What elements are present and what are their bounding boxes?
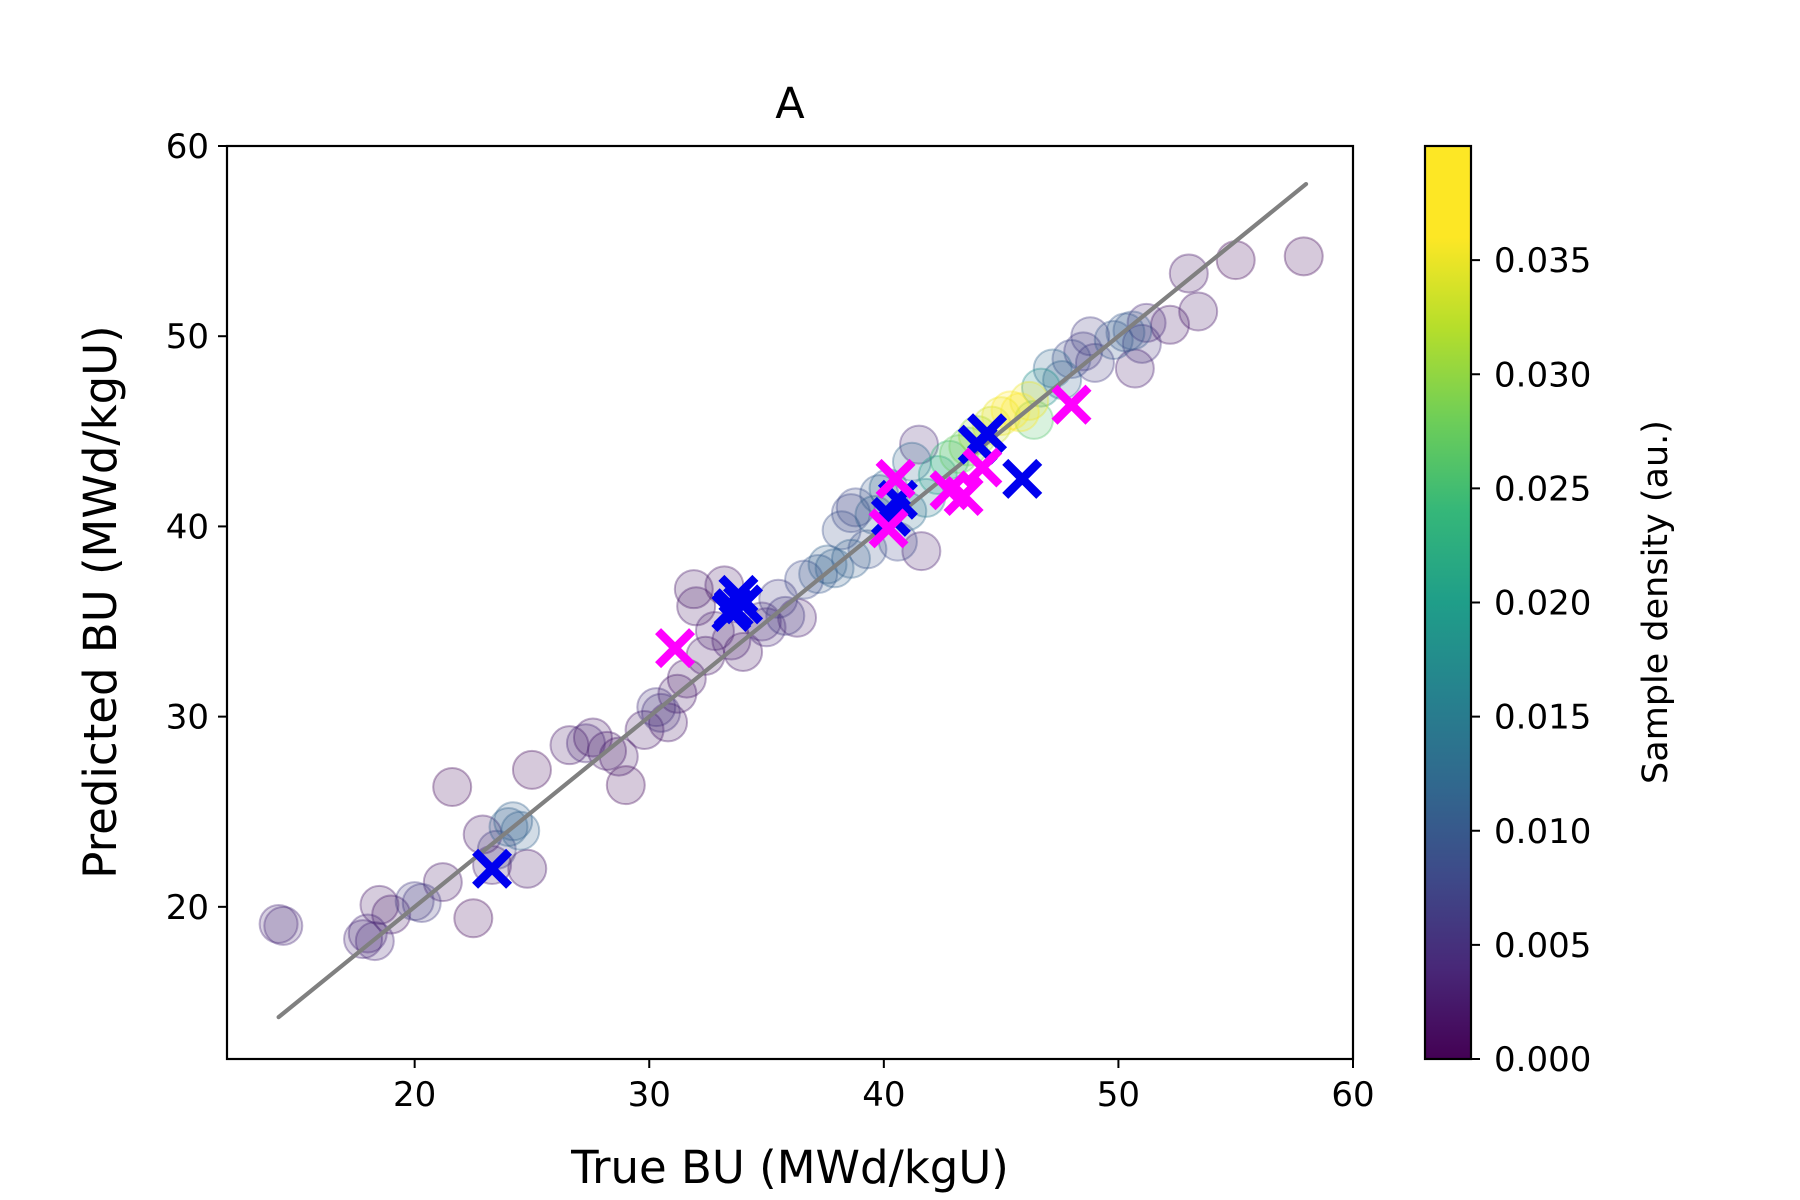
y-tick-label: 20 <box>166 888 209 928</box>
x-axis-label: True BU (MWd/kgU) <box>570 1141 1009 1194</box>
data-point <box>507 848 548 889</box>
data-point <box>511 749 552 790</box>
data-point <box>565 723 606 764</box>
plot-frame <box>225 144 1355 1061</box>
data-point <box>640 692 681 733</box>
data-point <box>835 487 876 528</box>
data-point <box>830 538 871 579</box>
colorbar-tick-label: 0.030 <box>1494 355 1591 395</box>
data-point <box>347 913 388 954</box>
identity-line <box>276 181 1309 1020</box>
colorbar-tick-label: 0.015 <box>1494 698 1591 738</box>
colorbar-label: Sample density (au.) <box>1636 420 1676 784</box>
cross-marker-blue <box>472 848 513 889</box>
x-tick-label: 20 <box>393 1075 436 1115</box>
data-point <box>394 881 435 922</box>
y-tick-label: 30 <box>166 698 209 738</box>
colorbar-tick-label: 0.020 <box>1494 584 1591 624</box>
data-point <box>765 595 806 636</box>
x-tick-label: 50 <box>1097 1075 1140 1115</box>
data-point <box>1283 236 1324 277</box>
y-axis-ticks: 20 30 40 50 60 <box>166 127 227 928</box>
colorbar-tick-label: 0.025 <box>1494 469 1591 509</box>
data-point <box>1114 348 1155 389</box>
colorbar-tick-label: 0.010 <box>1494 812 1591 852</box>
cross-marker-magenta <box>868 508 909 549</box>
data-point <box>432 767 473 808</box>
colorbar-gradient <box>1423 144 1473 1061</box>
data-point <box>899 424 940 465</box>
y-tick-label: 40 <box>166 507 209 547</box>
cross-marker-magenta <box>943 475 984 516</box>
data-point <box>807 544 848 585</box>
data-point <box>549 725 590 766</box>
y-tick-label: 50 <box>166 317 209 357</box>
data-point <box>1178 291 1219 332</box>
y-axis-label: Predicted BU (MWd/kgU) <box>74 325 127 878</box>
cross-marker-blue <box>967 413 1008 454</box>
cross-marker-blue <box>1002 458 1043 499</box>
data-point <box>263 905 304 946</box>
colorbar-tick-label: 0.000 <box>1494 1040 1591 1080</box>
data-point <box>1070 316 1111 357</box>
plot-area <box>225 144 1355 1061</box>
data-point <box>1112 310 1153 351</box>
data-point <box>500 810 541 851</box>
data-point <box>605 765 646 806</box>
colorbar-tick-label: 0.035 <box>1494 241 1591 281</box>
data-point <box>798 553 839 594</box>
data-point <box>1126 302 1167 343</box>
data-point <box>1215 240 1256 281</box>
data-point <box>453 898 494 939</box>
cross-marker-magenta <box>655 628 696 669</box>
x-axis-ticks: 20 30 40 50 60 <box>393 1059 1375 1115</box>
data-point <box>258 903 299 944</box>
x-tick-label: 30 <box>628 1075 671 1115</box>
data-point <box>1168 253 1209 294</box>
data-point <box>1150 304 1191 345</box>
data-point <box>676 586 717 627</box>
data-point <box>938 434 979 475</box>
data-point <box>901 531 942 572</box>
points-layer <box>258 236 1324 962</box>
cross-marker-magenta <box>1051 384 1092 425</box>
cross-marker-magenta <box>875 458 916 499</box>
colorbar-tick-label: 0.005 <box>1494 926 1591 966</box>
data-point <box>343 919 384 960</box>
data-point <box>572 717 613 758</box>
data-point <box>784 559 825 600</box>
data-point <box>359 884 400 925</box>
data-point <box>1074 342 1115 383</box>
colorbar-ticks: 0.000 0.005 0.010 0.015 0.020 0.025 0.030 0.035 <box>1471 241 1591 1080</box>
y-tick-label: 60 <box>166 127 209 167</box>
cross-marker-magenta <box>962 447 1003 488</box>
cross-markers-layer <box>472 384 1092 889</box>
data-point <box>1121 323 1162 364</box>
data-point <box>1009 380 1050 421</box>
chart-title: A <box>775 79 805 129</box>
data-point <box>493 801 534 842</box>
data-point <box>371 894 412 935</box>
x-tick-label: 60 <box>1331 1075 1374 1115</box>
data-point <box>673 569 714 610</box>
data-point <box>723 631 764 672</box>
x-tick-label: 40 <box>862 1075 905 1115</box>
data-point <box>821 510 862 551</box>
cross-marker-blue <box>723 584 764 625</box>
data-point <box>624 709 665 750</box>
colorbar: 0.000 0.005 0.010 0.015 0.020 0.025 0.030 0.035… <box>1423 144 1676 1080</box>
